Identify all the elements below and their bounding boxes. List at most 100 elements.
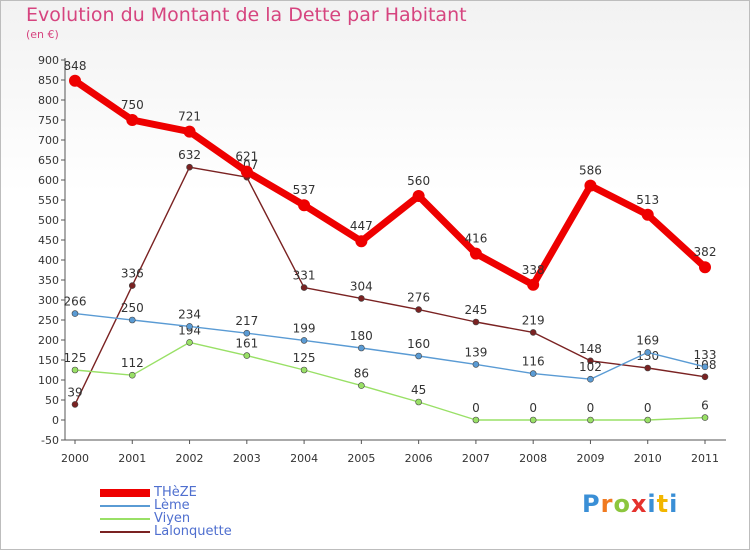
- chart-legend: THèZE Lème Viyen Lalonquette: [100, 486, 232, 538]
- legend-swatch: [100, 530, 150, 533]
- legend-label: THèZE: [154, 485, 197, 500]
- x-tick-label: 2009: [576, 452, 604, 465]
- data-point: [529, 416, 537, 424]
- x-tick-label: 2002: [176, 452, 204, 465]
- y-tick-label: 700: [38, 134, 59, 147]
- data-point: [701, 363, 709, 371]
- y-tick-label: 50: [45, 394, 59, 407]
- data-point: [527, 278, 540, 291]
- data-label: 560: [407, 174, 430, 188]
- data-label: 133: [694, 348, 717, 362]
- data-label: 0: [472, 401, 480, 415]
- data-label: 234: [178, 307, 201, 321]
- data-point: [128, 371, 136, 379]
- y-tick-label: 500: [38, 214, 59, 227]
- data-label: 266: [64, 295, 87, 309]
- data-point: [358, 295, 365, 302]
- y-tick-label: 200: [38, 334, 59, 347]
- data-label: 0: [644, 401, 652, 415]
- series-line-3: [74, 341, 706, 421]
- proxiti-logo: Proxiti: [582, 490, 678, 518]
- data-label: 169: [636, 333, 659, 347]
- data-label: 160: [407, 337, 430, 351]
- y-tick-label: 100: [38, 374, 59, 387]
- data-point: [186, 163, 193, 171]
- y-tick-label: -50: [41, 434, 59, 447]
- data-point: [587, 416, 594, 424]
- data-point: [644, 416, 652, 424]
- y-tick-label: 0: [52, 414, 59, 427]
- x-tick-label: 2006: [405, 452, 433, 465]
- data-point: [644, 349, 652, 356]
- logo-letter: t: [656, 490, 670, 518]
- y-tick-label: 350: [38, 274, 59, 287]
- x-tick-label: 2000: [61, 452, 89, 465]
- data-label: 416: [464, 232, 487, 246]
- legend-item: Viyen: [100, 512, 232, 525]
- x-tick-label: 2007: [462, 452, 490, 465]
- data-label: 304: [350, 279, 373, 293]
- series-line-1: [73, 77, 708, 289]
- legend-label: Lème: [154, 498, 190, 513]
- data-point: [358, 344, 365, 352]
- data-point: [701, 373, 709, 381]
- data-point: [529, 370, 537, 377]
- y-tick-label: 250: [38, 314, 59, 327]
- data-point: [128, 316, 136, 324]
- logo-letter: x: [630, 490, 648, 518]
- logo-letter: r: [600, 490, 614, 518]
- data-point: [128, 282, 136, 289]
- data-point: [412, 190, 425, 202]
- x-tick-label: 2010: [634, 452, 662, 465]
- y-tick-label: 900: [38, 54, 59, 67]
- series-line-4: [74, 166, 706, 405]
- data-point: [529, 329, 537, 336]
- data-label: 217: [235, 314, 258, 328]
- data-point: [584, 179, 597, 192]
- data-label: 513: [636, 193, 659, 207]
- data-point: [300, 284, 308, 291]
- data-label: 382: [694, 245, 717, 259]
- data-label: 336: [121, 267, 144, 281]
- data-point: [298, 199, 311, 212]
- series-line-2: [74, 312, 706, 380]
- data-point: [69, 74, 81, 87]
- data-point: [469, 247, 482, 260]
- data-label: 848: [64, 59, 87, 73]
- logo-letter: i: [647, 490, 657, 518]
- data-point: [415, 398, 422, 406]
- data-label: 632: [178, 148, 201, 162]
- data-point: [186, 323, 193, 330]
- data-point: [415, 306, 422, 313]
- x-tick-label: 2004: [290, 452, 318, 465]
- data-label: 219: [522, 313, 545, 327]
- data-point: [472, 318, 480, 326]
- data-label: 0: [529, 401, 537, 415]
- legend-swatch: [100, 488, 150, 497]
- data-point: [699, 261, 711, 274]
- data-point: [587, 375, 594, 383]
- data-point: [300, 366, 308, 374]
- data-label: 180: [350, 329, 373, 343]
- y-tick-label: 800: [38, 94, 59, 107]
- data-label: 125: [64, 351, 87, 365]
- data-label: 586: [579, 164, 602, 178]
- data-label: 331: [293, 269, 316, 283]
- data-label: 161: [235, 337, 258, 351]
- y-tick-label: 450: [38, 234, 59, 247]
- data-label: 621: [235, 150, 258, 164]
- x-tick-label: 2011: [691, 452, 719, 465]
- data-point: [415, 352, 422, 360]
- data-point: [126, 114, 139, 126]
- chart-subtitle: (en €): [26, 28, 59, 41]
- data-point: [183, 125, 196, 138]
- data-label: 338: [522, 263, 545, 277]
- data-point: [300, 337, 308, 344]
- data-label: 45: [411, 383, 426, 397]
- x-tick-label: 2003: [233, 452, 261, 465]
- data-label: 250: [121, 301, 144, 315]
- x-tick-label: 2001: [118, 452, 146, 465]
- data-label: 112: [121, 356, 144, 370]
- data-point: [71, 366, 79, 374]
